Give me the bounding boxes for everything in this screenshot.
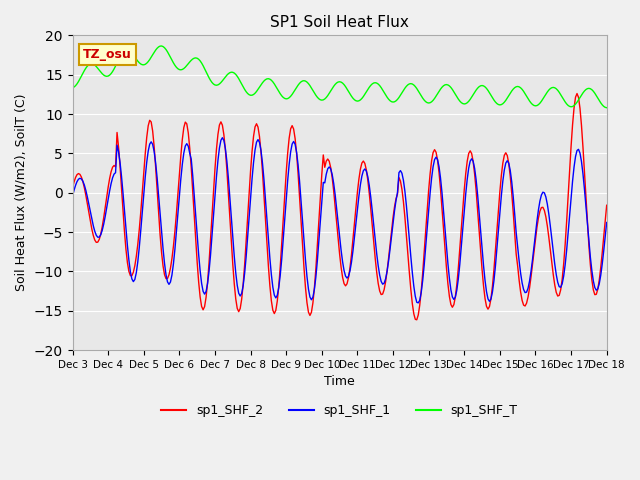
sp1_SHF_2 bbox=[539, 204, 547, 210]
sp1_SHF_2 bbox=[603, 203, 611, 208]
sp1_SHF_1 bbox=[68, 193, 76, 199]
X-axis label: Time: Time bbox=[324, 375, 355, 388]
sp1_SHF_1 bbox=[415, 300, 422, 306]
sp1_SHF_T bbox=[603, 105, 611, 110]
sp1_SHF_1 bbox=[84, 194, 92, 200]
sp1_SHF_2 bbox=[390, 204, 398, 210]
sp1_SHF_1 bbox=[404, 219, 412, 225]
sp1_SHF_2 bbox=[373, 269, 381, 275]
sp1_SHF_1 bbox=[168, 272, 176, 278]
sp1_SHF_2 bbox=[413, 317, 420, 323]
sp1_SHF_2 bbox=[68, 185, 76, 191]
Text: TZ_osu: TZ_osu bbox=[83, 48, 132, 61]
sp1_SHF_1 bbox=[374, 263, 382, 269]
sp1_SHF_1 bbox=[541, 190, 548, 196]
sp1_SHF_T bbox=[404, 82, 412, 88]
sp1_SHF_T bbox=[392, 98, 400, 104]
sp1_SHF_T bbox=[68, 85, 76, 91]
sp1_SHF_1 bbox=[603, 220, 611, 226]
sp1_SHF_T bbox=[157, 43, 165, 49]
sp1_SHF_2 bbox=[168, 256, 176, 262]
sp1_SHF_2 bbox=[403, 232, 410, 238]
Line: sp1_SHF_2: sp1_SHF_2 bbox=[72, 94, 607, 320]
Title: SP1 Soil Heat Flux: SP1 Soil Heat Flux bbox=[270, 15, 409, 30]
sp1_SHF_2 bbox=[573, 91, 581, 96]
sp1_SHF_T bbox=[170, 60, 177, 66]
Line: sp1_SHF_T: sp1_SHF_T bbox=[72, 46, 607, 108]
sp1_SHF_T bbox=[374, 81, 382, 87]
sp1_SHF_1 bbox=[218, 135, 226, 141]
sp1_SHF_T bbox=[539, 96, 547, 102]
Y-axis label: Soil Heat Flux (W/m2), SoilT (C): Soil Heat Flux (W/m2), SoilT (C) bbox=[15, 94, 28, 291]
Legend: sp1_SHF_2, sp1_SHF_1, sp1_SHF_T: sp1_SHF_2, sp1_SHF_1, sp1_SHF_T bbox=[157, 399, 523, 422]
Line: sp1_SHF_1: sp1_SHF_1 bbox=[72, 138, 607, 303]
sp1_SHF_2 bbox=[84, 201, 92, 207]
sp1_SHF_T bbox=[84, 63, 92, 69]
sp1_SHF_1 bbox=[392, 198, 400, 204]
